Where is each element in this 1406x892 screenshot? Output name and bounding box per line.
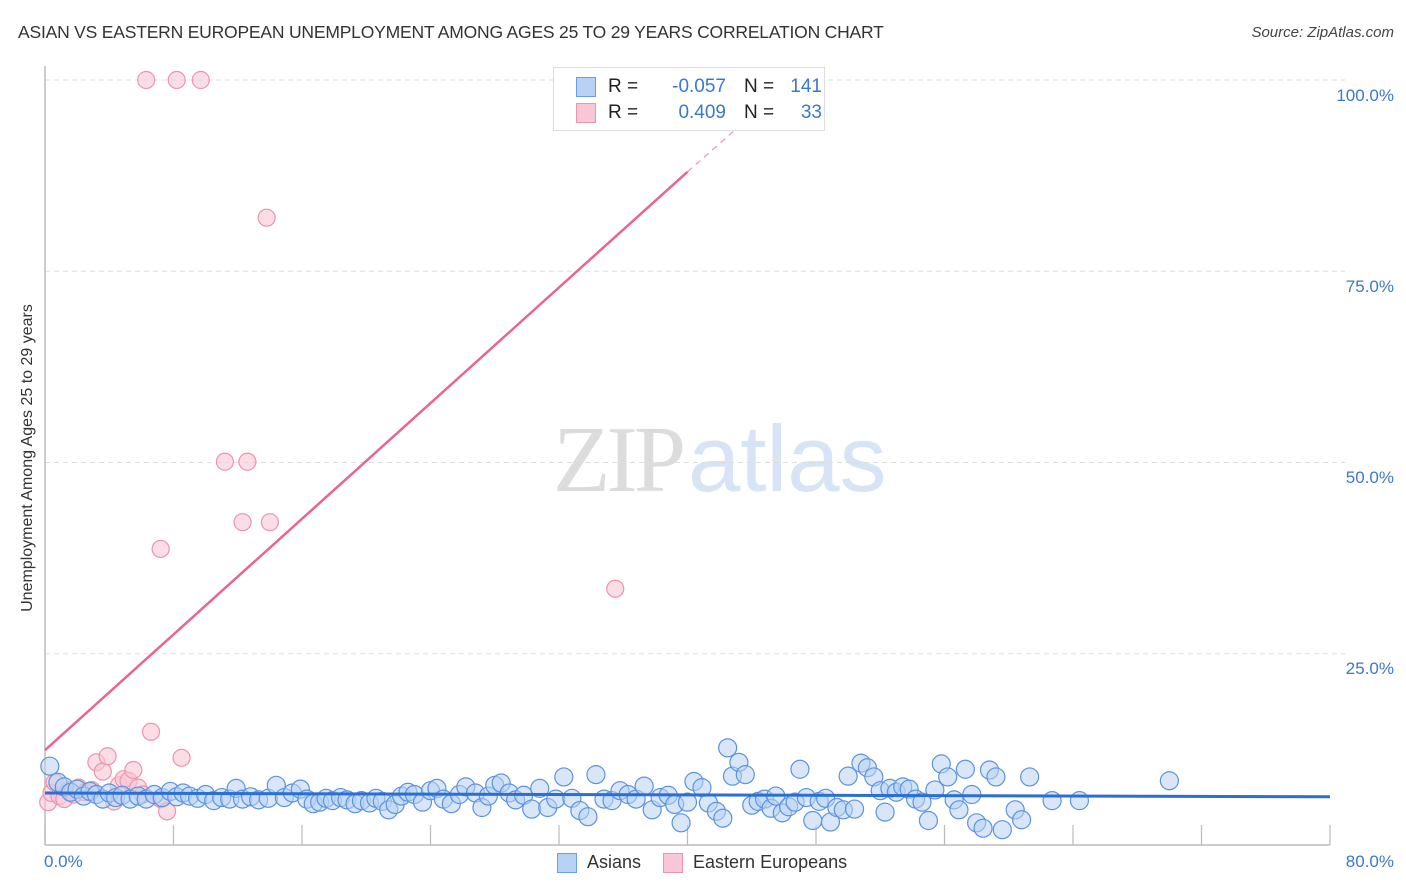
watermark-atlas: atlas xyxy=(688,406,887,511)
legend-row-asians: R = -0.057 N = 141 xyxy=(576,75,822,99)
data-point xyxy=(1069,791,1090,811)
n-label: N = xyxy=(744,76,775,97)
legend-item-eastern-europeans[interactable]: Eastern Europeans xyxy=(663,852,847,873)
data-point xyxy=(167,70,186,90)
eastern-europeans-swatch-icon xyxy=(663,852,684,873)
data-point xyxy=(530,778,550,798)
n-label: N = xyxy=(744,102,775,123)
axes xyxy=(44,66,1331,846)
data-point xyxy=(1042,791,1062,811)
data-point xyxy=(735,765,755,785)
r-value: 0.409 xyxy=(678,102,726,123)
eastern-european-points xyxy=(39,70,625,821)
data-point xyxy=(844,799,865,819)
source-label: Source: ZipAtlas.com xyxy=(1251,24,1394,41)
data-point xyxy=(713,808,733,828)
data-point xyxy=(606,579,625,598)
r-label: R = xyxy=(608,102,639,123)
data-point xyxy=(257,208,276,227)
data-point xyxy=(233,513,252,532)
y-tick-25: 25.0% xyxy=(1345,659,1394,678)
data-point xyxy=(93,762,112,781)
n-value: 141 xyxy=(790,76,822,97)
data-point xyxy=(838,766,858,786)
data-point xyxy=(137,70,156,90)
data-point xyxy=(918,810,939,831)
data-point xyxy=(586,765,606,785)
legend-item-asians[interactable]: Asians xyxy=(557,852,641,873)
r-value: -0.057 xyxy=(672,76,726,97)
data-point xyxy=(554,767,574,787)
data-point xyxy=(1011,810,1032,830)
data-point xyxy=(790,759,810,779)
n-value: 33 xyxy=(800,102,822,123)
x-tick-max: 80.0% xyxy=(1345,852,1394,871)
data-point xyxy=(677,792,698,812)
gridlines xyxy=(45,79,1345,655)
eastern-european-trend-extension xyxy=(687,124,741,173)
y-axis-label: Unemployment Among Ages 25 to 29 years xyxy=(19,304,36,612)
data-point xyxy=(1020,767,1040,787)
data-point xyxy=(40,756,60,776)
data-point xyxy=(803,810,823,831)
data-point xyxy=(1159,771,1179,791)
data-point xyxy=(875,802,895,822)
watermark-zip: ZIP xyxy=(553,408,686,512)
data-point xyxy=(260,513,279,532)
eastern-europeans-swatch-icon xyxy=(576,103,596,123)
correlation-legend: R = -0.057 N = 141 R = 0.409 N = 33 xyxy=(553,67,825,131)
data-point xyxy=(949,800,969,820)
chart-title: ASIAN VS EASTERN EUROPEAN UNEMPLOYMENT A… xyxy=(18,22,884,42)
y-tick-100: 100.0% xyxy=(1336,86,1394,105)
data-point xyxy=(141,722,161,741)
data-point xyxy=(238,452,257,471)
data-point xyxy=(718,738,738,758)
data-point xyxy=(578,807,598,827)
asian-trend-line xyxy=(44,791,1331,799)
trend-lines xyxy=(44,124,1331,799)
data-point xyxy=(912,792,932,812)
data-point xyxy=(191,70,210,90)
data-point xyxy=(634,776,654,796)
data-point xyxy=(986,767,1006,787)
data-point xyxy=(522,799,542,819)
legend-row-eastern-europeans: R = 0.409 N = 33 xyxy=(576,101,822,125)
data-point xyxy=(98,747,117,766)
data-point xyxy=(955,759,975,779)
asian-points xyxy=(40,738,1179,840)
legend-label: Eastern Europeans xyxy=(693,852,848,872)
data-point xyxy=(151,539,170,559)
data-point xyxy=(546,789,566,809)
data-point xyxy=(124,760,143,780)
y-tick-50: 50.0% xyxy=(1345,468,1394,487)
watermark: ZIPatlas xyxy=(553,405,887,514)
data-point xyxy=(671,813,691,833)
x-tick-min: 0.0% xyxy=(44,852,83,871)
legend-label: Asians xyxy=(587,852,642,872)
data-point xyxy=(172,748,191,767)
data-point xyxy=(938,767,958,787)
r-label: R = xyxy=(608,76,639,97)
data-point xyxy=(973,818,993,838)
asians-swatch-icon xyxy=(557,852,577,873)
asians-swatch-icon xyxy=(576,77,596,97)
data-point xyxy=(992,820,1012,840)
y-tick-75: 75.0% xyxy=(1345,277,1394,296)
eastern-european-trend-line xyxy=(44,170,689,752)
data-point xyxy=(215,452,234,471)
series-legend: Asians Eastern Europeans xyxy=(557,852,869,873)
